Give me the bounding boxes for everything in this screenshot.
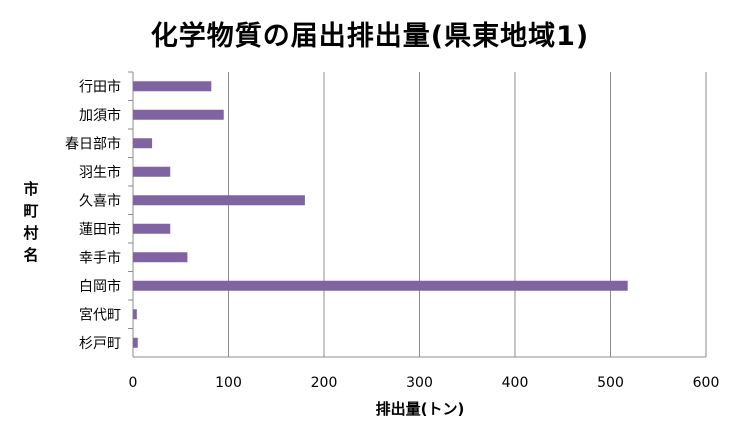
bar [133, 280, 628, 291]
y-tick-label: 杉戸町 [79, 336, 121, 352]
bar [133, 337, 138, 348]
x-tick-label: 100 [215, 375, 242, 391]
x-axis-label: 排出量(トン) [375, 400, 465, 418]
x-tick-label: 600 [693, 375, 720, 391]
bar [133, 81, 212, 92]
x-tick-label: 0 [129, 375, 138, 391]
y-tick-label: 幸手市 [79, 249, 121, 266]
bar [133, 223, 171, 234]
bar [133, 252, 188, 263]
bar [133, 166, 171, 177]
bar [133, 138, 153, 149]
y-tick-label: 宮代町 [79, 307, 121, 323]
y-axis-label: 市町村名 [23, 180, 39, 264]
x-tick-label: 300 [406, 375, 433, 391]
y-tick-label: 白岡市 [79, 278, 121, 295]
bar [133, 195, 305, 206]
x-tick-label: 400 [502, 375, 529, 391]
y-tick-label: 春日部市 [65, 135, 121, 152]
bar [133, 309, 137, 320]
y-tick-label: 久喜市 [79, 192, 121, 209]
x-tick-label: 500 [597, 375, 624, 391]
y-tick-label: 羽生市 [79, 164, 121, 181]
bar [133, 109, 224, 120]
x-tick-label: 200 [311, 375, 338, 391]
y-tick-label: 加須市 [79, 107, 121, 124]
chart-title: 化学物質の届出排出量(県東地域1) [150, 21, 590, 52]
y-tick-label: 行田市 [79, 78, 121, 95]
y-tick-label: 蓮田市 [79, 221, 121, 238]
